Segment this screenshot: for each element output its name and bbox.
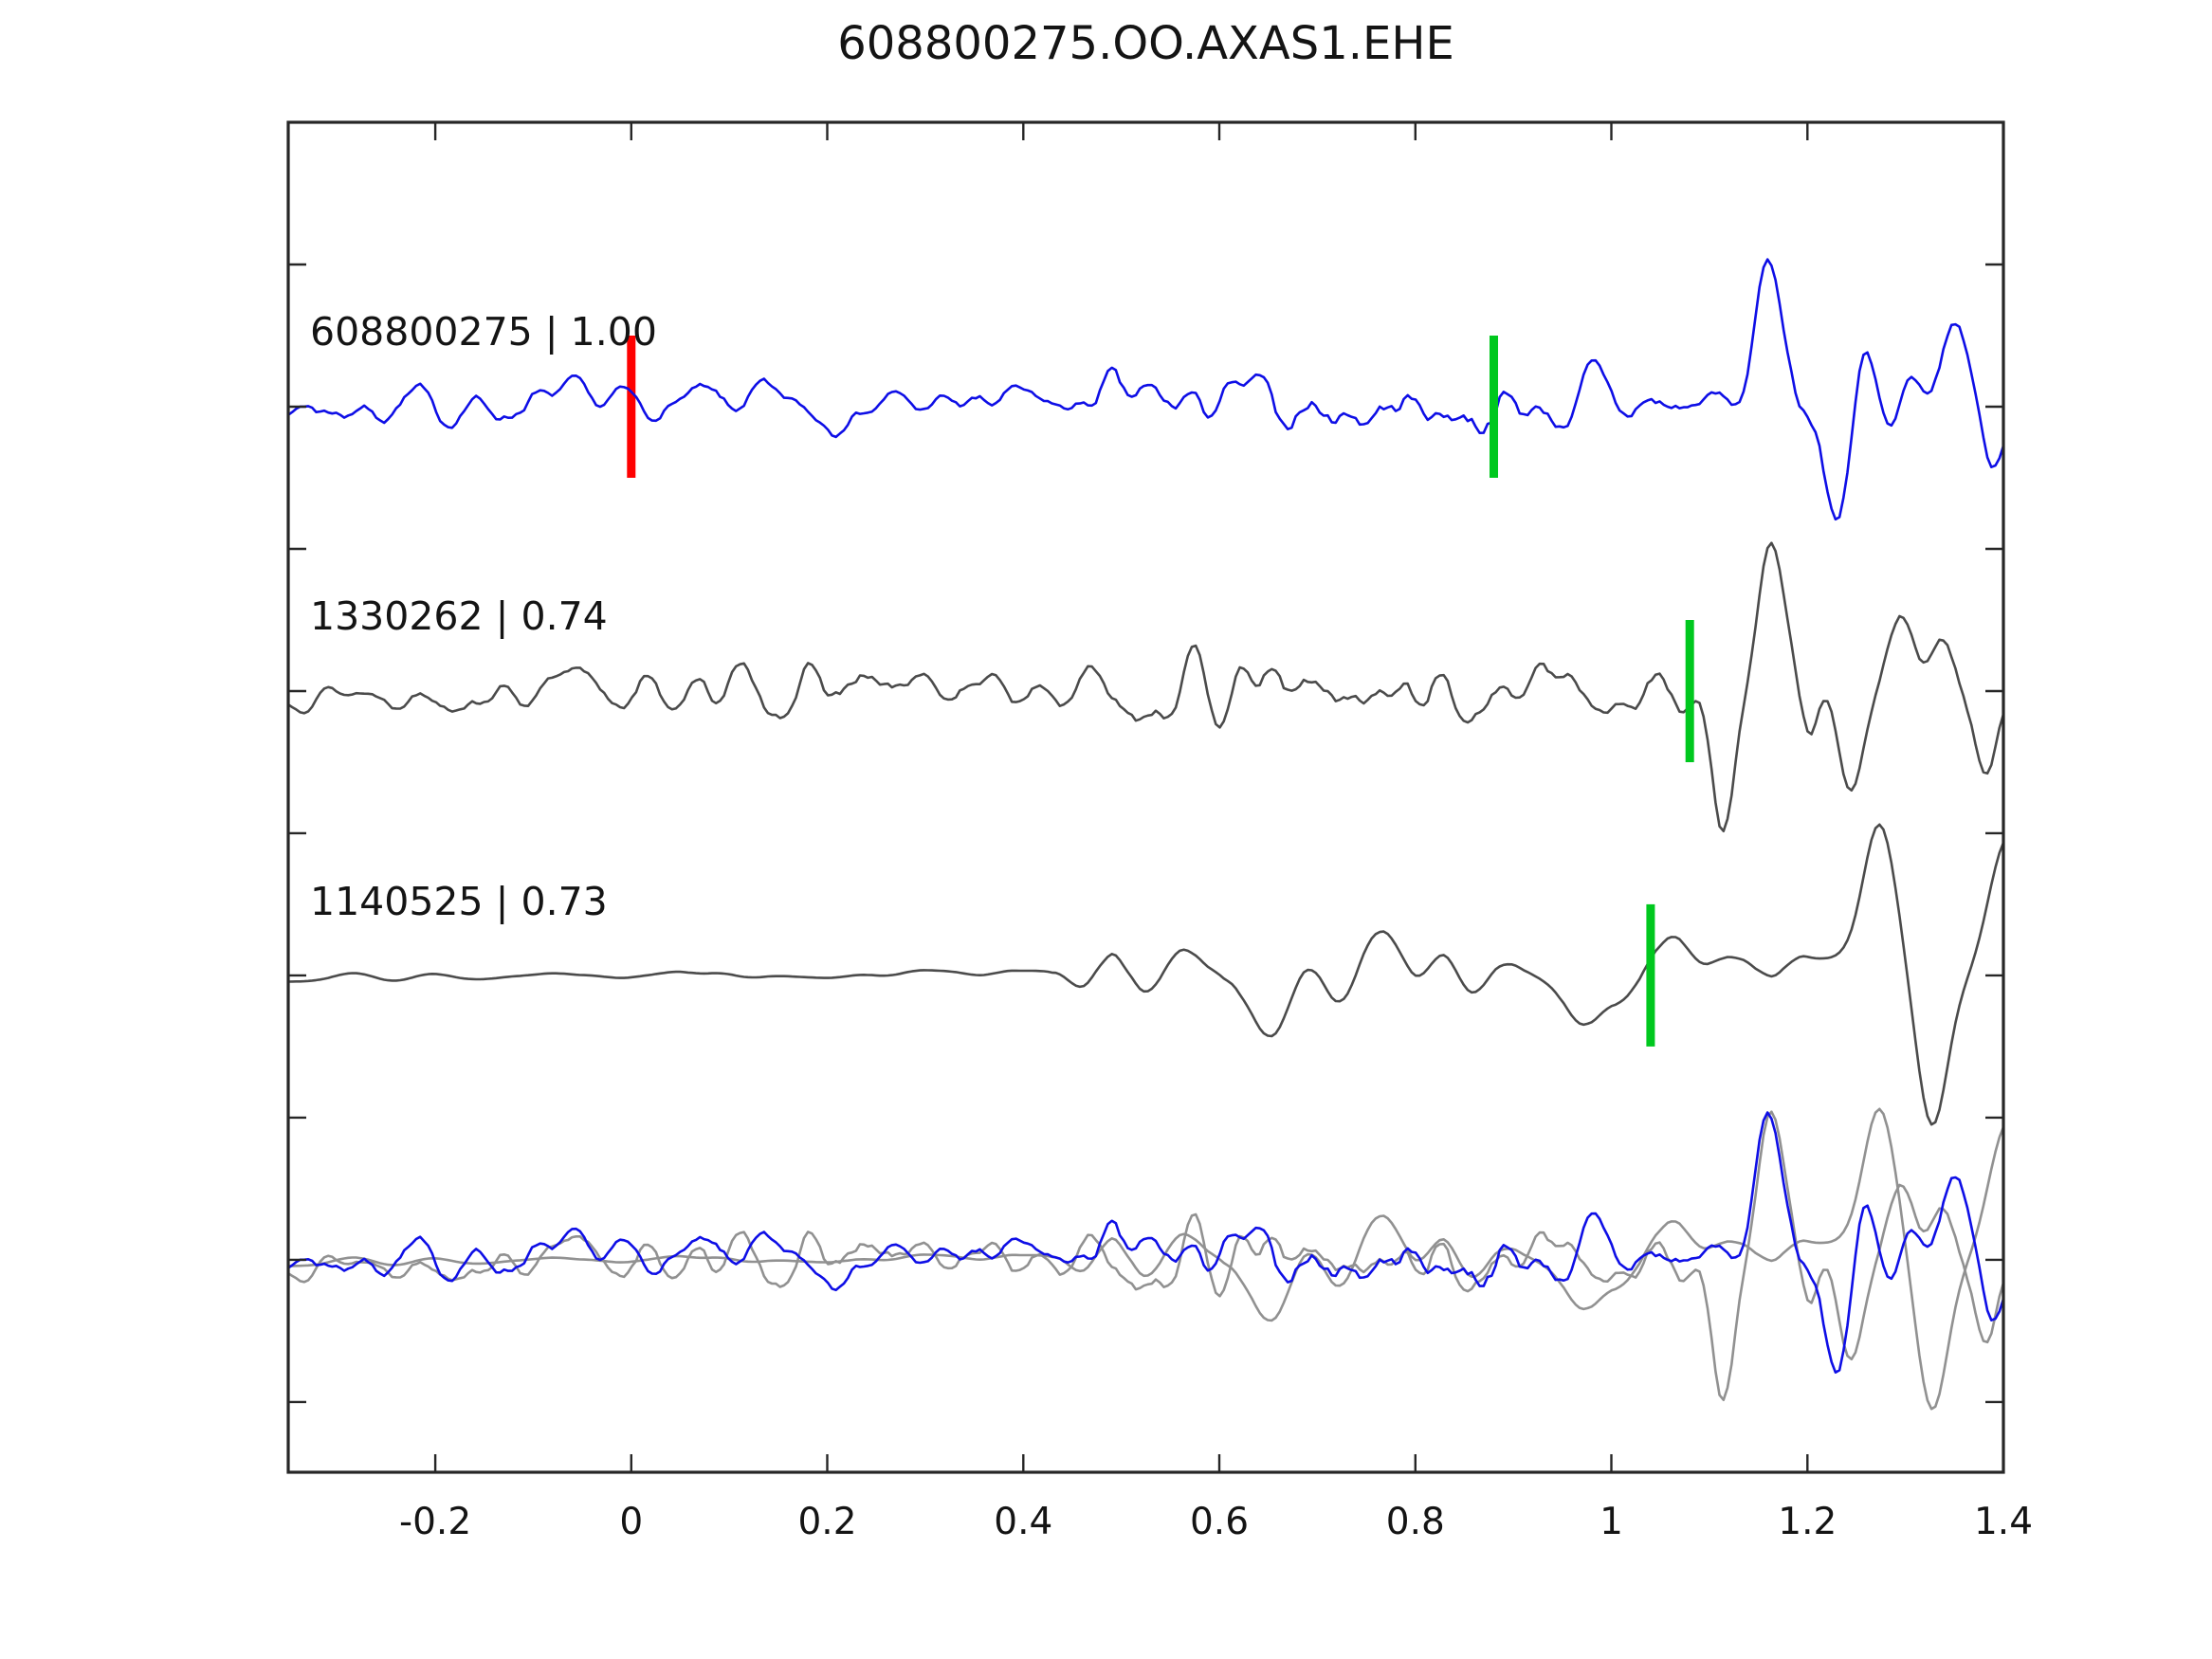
plot-border [286,120,2005,1474]
overlay-trace-line-608800275 [286,1111,2005,1374]
pick-marker-green [1490,336,1498,478]
trace-label-detection-2: 1140525 | 0.73 [310,879,608,924]
overlay-trace-line-1330262 [286,1110,2005,1401]
x-tick-label: 0.8 [1386,1501,1445,1543]
x-tick-label: 1.4 [1974,1501,2033,1543]
trace-label-detection-1: 1330262 | 0.74 [310,593,608,639]
trace-label-reference: 608800275 | 1.00 [310,309,657,355]
pick-marker-green [1646,903,1655,1047]
x-tick-label: 1 [1600,1501,1623,1543]
x-tick-label: 0.4 [994,1501,1052,1543]
trace-line-608800275 [286,258,2005,521]
x-tick-label: -0.2 [399,1501,471,1543]
x-tick-label: 1.2 [1778,1501,1837,1543]
trace-line-1330262 [286,541,2005,832]
overlay-trace-line-1140525 [286,1107,2005,1411]
x-tick-label: 0.2 [797,1501,856,1543]
pick-marker-green [1685,620,1694,762]
x-tick-label: 0 [619,1501,643,1543]
origin-marker-red [627,336,636,478]
x-tick-label: 0.6 [1190,1501,1249,1543]
figure-title: 608800275.OO.AXAS1.EHE [837,17,1454,70]
trace-line-1140525 [286,823,2005,1126]
